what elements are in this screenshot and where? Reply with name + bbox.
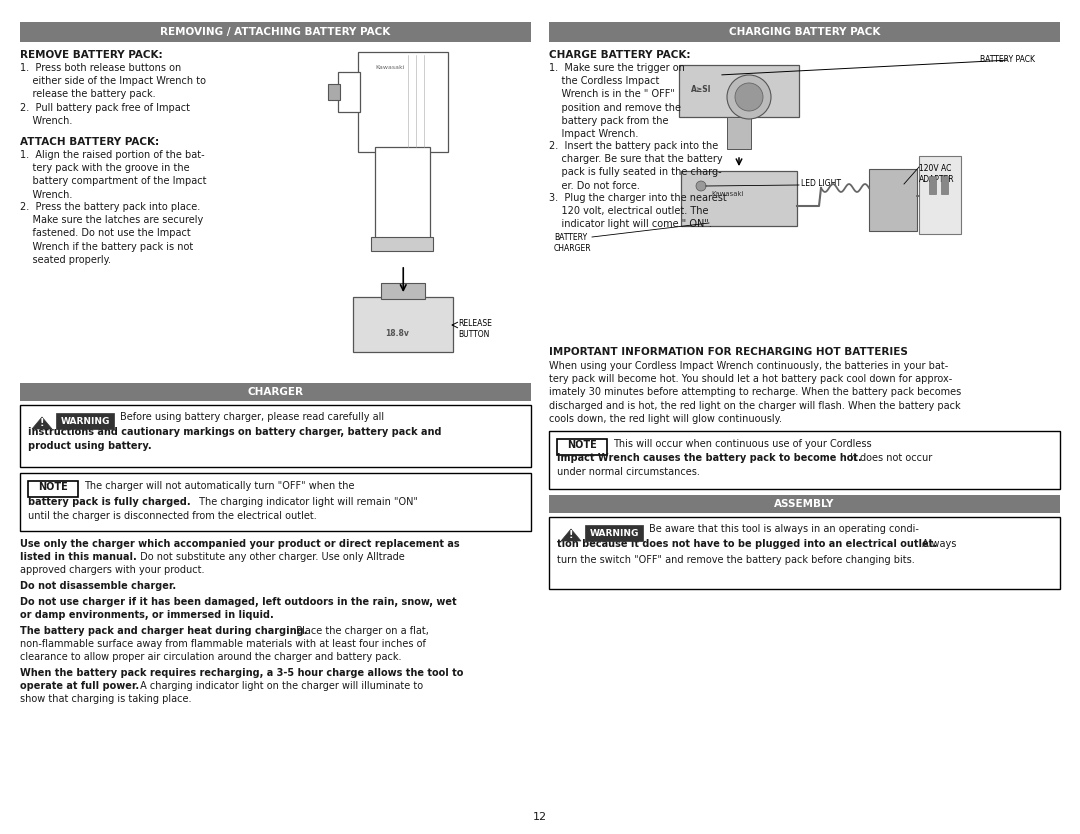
Text: This will occur when continuous use of your Cordless: This will occur when continuous use of y…	[613, 439, 872, 449]
Text: NOTE: NOTE	[567, 440, 597, 450]
Bar	[929, 176, 936, 194]
Bar	[21, 473, 531, 531]
Text: ASSEMBLY: ASSEMBLY	[774, 499, 835, 509]
Text: The charger will not automatically turn "OFF" when the: The charger will not automatically turn …	[84, 481, 354, 491]
Text: IMPORTANT INFORMATION FOR RECHARGING HOT BATTERIES: IMPORTANT INFORMATION FOR RECHARGING HOT…	[549, 347, 908, 357]
Text: BATTERY PACK: BATTERY PACK	[980, 55, 1035, 64]
Bar	[359, 52, 448, 152]
Bar	[353, 297, 454, 352]
Bar	[549, 22, 1059, 42]
Text: The charging indicator light will remain "ON": The charging indicator light will remain…	[195, 497, 418, 507]
Text: or damp environments, or immersed in liquid.: or damp environments, or immersed in liq…	[21, 610, 273, 620]
Bar	[549, 517, 1059, 589]
Text: Impact Wrench causes the battery pack to become hot.: Impact Wrench causes the battery pack to…	[557, 453, 862, 463]
Circle shape	[727, 75, 771, 119]
Text: 2.  Insert the battery pack into the
    charger. Be sure that the battery
    p: 2. Insert the battery pack into the char…	[549, 141, 723, 191]
Circle shape	[696, 181, 706, 191]
Bar	[381, 283, 426, 299]
Text: NOTE: NOTE	[38, 482, 68, 492]
Text: Do not disassemble charger.: Do not disassemble charger.	[21, 581, 176, 591]
Text: WARNING: WARNING	[590, 529, 638, 537]
Text: !: !	[40, 418, 44, 428]
Text: approved chargers with your product.: approved chargers with your product.	[21, 565, 204, 575]
Text: 120V AC
ADAPTER: 120V AC ADAPTER	[919, 164, 955, 184]
Text: A≥SI: A≥SI	[691, 85, 712, 94]
Text: Place the charger on a flat,: Place the charger on a flat,	[293, 626, 429, 636]
Text: !: !	[569, 530, 573, 540]
Text: turn the switch "OFF" and remove the battery pack before changing bits.: turn the switch "OFF" and remove the bat…	[557, 555, 915, 565]
Text: operate at full power.: operate at full power.	[21, 681, 139, 691]
Text: LED LIGHT: LED LIGHT	[801, 179, 841, 188]
Text: clearance to allow proper air circulation around the charger and battery pack.: clearance to allow proper air circulatio…	[21, 652, 402, 662]
Text: under normal circumstances.: under normal circumstances.	[557, 467, 700, 477]
Text: tion because it does not have to be plugged into an electrical outlet.: tion because it does not have to be plug…	[557, 539, 937, 549]
Polygon shape	[561, 529, 581, 541]
Bar	[919, 156, 961, 234]
Text: 3.  Plug the charger into the nearest
    120 volt, electrical outlet. The
    i: 3. Plug the charger into the nearest 120…	[549, 193, 727, 229]
Bar	[557, 439, 607, 455]
Text: 1.  Align the raised portion of the bat-
    tery pack with the groove in the
  : 1. Align the raised portion of the bat- …	[21, 150, 206, 199]
Text: RELEASE
BUTTON: RELEASE BUTTON	[458, 319, 492, 339]
Bar	[549, 495, 1059, 513]
Text: REMOVING / ATTACHING BATTERY PACK: REMOVING / ATTACHING BATTERY PACK	[160, 27, 391, 37]
Text: Do not substitute any other charger. Use only Alltrade: Do not substitute any other charger. Use…	[137, 552, 405, 562]
Text: When using your Cordless Impact Wrench continuously, the batteries in your bat-
: When using your Cordless Impact Wrench c…	[549, 361, 961, 424]
Bar	[869, 169, 917, 231]
Text: 18.8v: 18.8v	[386, 329, 409, 338]
Text: 12: 12	[532, 812, 548, 822]
Bar	[549, 431, 1059, 489]
Circle shape	[735, 83, 762, 111]
Text: Kawasaki: Kawasaki	[711, 191, 744, 197]
Text: 1.  Press both release buttons on
    either side of the Impact Wrench to
    re: 1. Press both release buttons on either …	[21, 63, 206, 99]
Text: Do not use charger if it has been damaged, left outdoors in the rain, snow, wet: Do not use charger if it has been damage…	[21, 597, 457, 607]
Text: until the charger is disconnected from the electrical outlet.: until the charger is disconnected from t…	[28, 511, 316, 521]
Text: non-flammable surface away from flammable materials with at least four inches of: non-flammable surface away from flammabl…	[21, 639, 426, 649]
Text: CHARGE BATTERY PACK:: CHARGE BATTERY PACK:	[549, 50, 690, 60]
Bar	[585, 525, 643, 541]
Bar	[372, 237, 433, 251]
Text: WARNING: WARNING	[60, 416, 110, 425]
Text: A charging indicator light on the charger will illuminate to: A charging indicator light on the charge…	[137, 681, 423, 691]
Text: 2.  Press the battery pack into place.
    Make sure the latches are securely
  : 2. Press the battery pack into place. Ma…	[21, 202, 203, 265]
Text: product using battery.: product using battery.	[28, 441, 151, 451]
Bar	[21, 405, 531, 467]
Bar	[28, 481, 78, 497]
Text: Use only the charger which accompanied your product or direct replacement as: Use only the charger which accompanied y…	[21, 539, 460, 549]
Bar	[338, 72, 361, 112]
Text: ATTACH BATTERY PACK:: ATTACH BATTERY PACK:	[21, 137, 159, 147]
Bar	[21, 22, 531, 42]
Text: REMOVE BATTERY PACK:: REMOVE BATTERY PACK:	[21, 50, 163, 60]
Text: When the battery pack requires recharging, a 3-5 hour charge allows the tool to: When the battery pack requires rechargin…	[21, 668, 463, 678]
Bar	[21, 383, 531, 401]
Text: 2.  Pull battery pack free of Impact
    Wrench.: 2. Pull battery pack free of Impact Wren…	[21, 103, 190, 126]
Text: BATTERY
CHARGER: BATTERY CHARGER	[554, 233, 592, 254]
Text: battery pack is fully charged.: battery pack is fully charged.	[28, 497, 191, 507]
Polygon shape	[32, 417, 52, 429]
Bar	[941, 176, 948, 194]
Text: CHARGER: CHARGER	[247, 387, 303, 397]
Text: Kawasaki: Kawasaki	[375, 65, 405, 70]
Bar	[56, 413, 114, 429]
Bar	[375, 147, 430, 242]
Text: CHARGING BATTERY PACK: CHARGING BATTERY PACK	[729, 27, 880, 37]
Bar	[679, 65, 799, 117]
Text: Before using battery charger, please read carefully all: Before using battery charger, please rea…	[120, 412, 384, 422]
Text: Always: Always	[919, 539, 957, 549]
Text: Be aware that this tool is always in an operating condi-: Be aware that this tool is always in an …	[649, 524, 919, 534]
Text: It does not occur: It does not occur	[847, 453, 932, 463]
Bar	[328, 84, 340, 100]
Bar	[727, 117, 751, 149]
Text: listed in this manual.: listed in this manual.	[21, 552, 137, 562]
Text: The battery pack and charger heat during charging.: The battery pack and charger heat during…	[21, 626, 308, 636]
Text: show that charging is taking place.: show that charging is taking place.	[21, 694, 191, 704]
Text: instructions and cautionary markings on battery charger, battery pack and: instructions and cautionary markings on …	[28, 427, 442, 437]
Bar	[681, 171, 797, 226]
Text: 1.  Make sure the trigger on
    the Cordless Impact
    Wrench is in the " OFF": 1. Make sure the trigger on the Cordless…	[549, 63, 685, 139]
